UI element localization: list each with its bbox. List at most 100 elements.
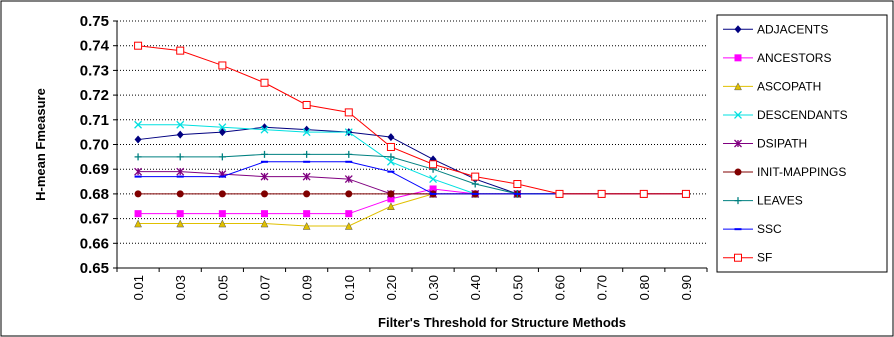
data-point bbox=[260, 125, 269, 134]
x-tick-label: 0.03 bbox=[173, 275, 188, 300]
data-point bbox=[429, 160, 438, 169]
legend-marker bbox=[734, 25, 742, 34]
data-point bbox=[302, 100, 311, 109]
data-point bbox=[303, 150, 311, 158]
data-point bbox=[302, 221, 311, 230]
legend-marker bbox=[734, 168, 742, 176]
data-point bbox=[176, 120, 185, 129]
legend-marker bbox=[734, 139, 742, 148]
data-point bbox=[218, 61, 227, 70]
data-point bbox=[387, 133, 395, 142]
legend-label: INIT-MAPPINGS bbox=[757, 165, 846, 179]
data-point bbox=[261, 190, 268, 198]
legend-label: LEAVES bbox=[757, 194, 803, 208]
data-point bbox=[176, 190, 184, 198]
x-tick-label: 0.80 bbox=[637, 275, 652, 300]
legend-label: DESCENDANTS bbox=[757, 108, 848, 122]
y-tick-label: 0.68 bbox=[80, 186, 109, 203]
data-point bbox=[344, 175, 353, 184]
x-tick-label: 0.50 bbox=[510, 275, 525, 300]
legend-label: ANCESTORS bbox=[757, 51, 831, 65]
data-point bbox=[471, 172, 480, 181]
legend-item: ANCESTORS bbox=[723, 51, 831, 65]
x-tick-label: 0.07 bbox=[258, 275, 273, 300]
data-point bbox=[134, 219, 142, 228]
data-point bbox=[176, 46, 185, 55]
series-sf bbox=[134, 41, 690, 198]
data-point bbox=[302, 172, 311, 181]
legend-label: SSC bbox=[757, 222, 782, 236]
data-point bbox=[344, 221, 353, 230]
y-tick-label: 0.75 bbox=[80, 13, 109, 30]
data-point bbox=[261, 150, 268, 158]
data-point bbox=[303, 210, 311, 218]
legend-marker bbox=[734, 82, 742, 91]
data-point bbox=[429, 185, 437, 193]
x-tick-label: 0.20 bbox=[384, 275, 399, 300]
legend-label: ASCOPATH bbox=[757, 79, 821, 93]
legend-item: ADJACENTS bbox=[723, 22, 828, 36]
y-tick-label: 0.70 bbox=[80, 137, 109, 154]
y-tick-label: 0.73 bbox=[80, 62, 109, 79]
y-tick-label: 0.72 bbox=[80, 87, 109, 104]
data-point bbox=[218, 210, 226, 218]
data-point bbox=[386, 142, 395, 151]
legend-label: SF bbox=[757, 251, 772, 265]
y-tick-label: 0.66 bbox=[80, 235, 109, 252]
data-point bbox=[555, 189, 564, 198]
data-point bbox=[429, 175, 438, 184]
x-tick-label: 0.30 bbox=[426, 275, 441, 300]
legend-item: LEAVES bbox=[723, 194, 803, 208]
legend-marker bbox=[734, 253, 742, 262]
series-group bbox=[134, 41, 690, 230]
data-point bbox=[345, 210, 353, 218]
legend-marker bbox=[734, 54, 742, 62]
data-point bbox=[597, 189, 606, 198]
data-point bbox=[513, 180, 522, 189]
x-tick-label: 0.70 bbox=[595, 275, 610, 300]
data-point bbox=[681, 189, 690, 198]
axes: 0.65 0.66 0.67 0.68 0.69 0.70 0.71 0.72 0.73 0.74… bbox=[80, 13, 708, 300]
x-tick-label: 0.09 bbox=[300, 275, 315, 300]
data-point bbox=[134, 120, 143, 129]
data-point bbox=[260, 172, 269, 181]
y-tick-label: 0.67 bbox=[80, 211, 109, 228]
data-point bbox=[387, 202, 395, 210]
data-point bbox=[387, 195, 395, 203]
y-tick-label: 0.71 bbox=[80, 112, 109, 129]
data-point bbox=[176, 167, 185, 176]
data-point bbox=[344, 108, 353, 117]
legend-marker bbox=[734, 197, 742, 205]
data-point bbox=[260, 219, 269, 228]
data-point bbox=[387, 153, 395, 161]
y-tick-label: 0.74 bbox=[80, 38, 110, 55]
data-point bbox=[218, 153, 226, 161]
legend-label: DSIPATH bbox=[757, 137, 807, 151]
legend: ADJACENTS ANCESTORS ASCOPATH DESCENDANTS DSI… bbox=[716, 14, 888, 273]
data-point bbox=[345, 190, 353, 198]
x-tick-label: 0.01 bbox=[131, 275, 146, 300]
legend-item: DSIPATH bbox=[723, 137, 807, 151]
data-point bbox=[261, 123, 268, 132]
x-axis-title: Filter's Threshold for Structure Methods bbox=[378, 315, 626, 330]
data-point bbox=[218, 128, 226, 137]
data-point bbox=[134, 210, 142, 218]
data-point bbox=[134, 153, 142, 161]
data-point bbox=[176, 153, 184, 161]
legend-item: SSC bbox=[723, 222, 782, 236]
y-axis-title: H-mean Fmeasure bbox=[33, 88, 48, 201]
legend-item: SF bbox=[723, 251, 772, 265]
data-point bbox=[176, 210, 184, 218]
data-point bbox=[218, 190, 226, 198]
legend-marker bbox=[734, 110, 742, 119]
legend-label: ADJACENTS bbox=[757, 22, 828, 36]
data-point bbox=[387, 190, 395, 198]
data-point bbox=[302, 128, 311, 137]
data-point bbox=[134, 41, 143, 50]
data-point bbox=[260, 78, 269, 87]
y-tick-label: 0.69 bbox=[80, 161, 109, 178]
data-point bbox=[134, 190, 142, 198]
x-tick-label: 0.10 bbox=[342, 275, 357, 300]
